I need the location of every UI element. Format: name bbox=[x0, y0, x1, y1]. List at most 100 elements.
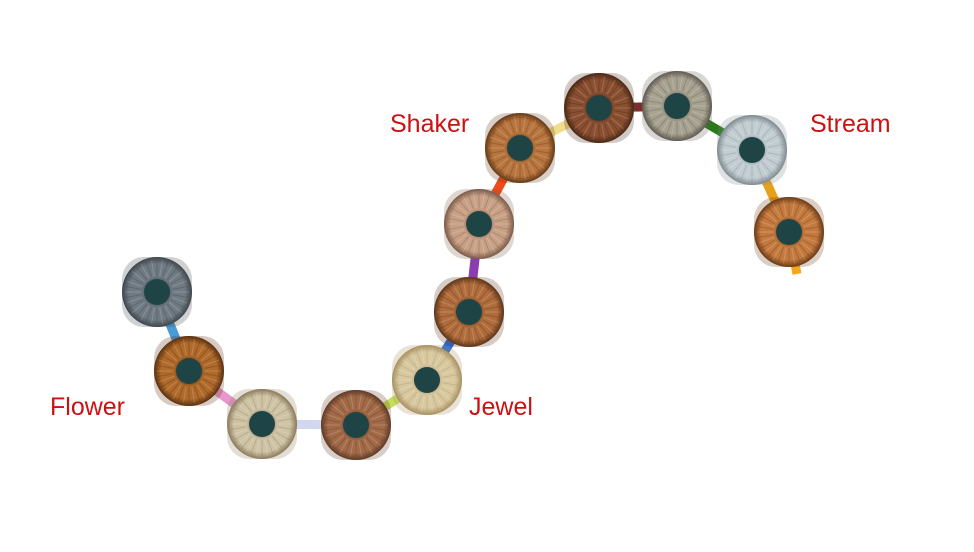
iris-8-fibre bbox=[527, 161, 537, 176]
iris-8-fibre bbox=[489, 136, 506, 143]
iris-7-fibre bbox=[467, 238, 474, 255]
iris-8-fibre bbox=[508, 117, 515, 134]
iris-2-pupil bbox=[176, 358, 202, 384]
iris-12-fibre bbox=[758, 237, 775, 244]
iris-5-fibre bbox=[420, 348, 425, 365]
iris-8-fibre bbox=[533, 155, 548, 165]
iris-12-fibre bbox=[758, 220, 775, 227]
iris-3-fibre bbox=[277, 417, 294, 422]
iris-6-fibre bbox=[437, 305, 454, 310]
iris-10-fibre bbox=[656, 81, 668, 95]
iris-4-fibre bbox=[370, 413, 387, 420]
iris-9-fibre bbox=[567, 101, 584, 106]
iris-12-fibre bbox=[791, 247, 796, 264]
iris-3-fibre bbox=[273, 433, 287, 445]
iris-3-fibre bbox=[230, 417, 247, 422]
iris-10-fibre bbox=[645, 99, 662, 104]
iris-2-fibre bbox=[161, 354, 176, 364]
iris-11-fibre bbox=[761, 125, 773, 139]
iris-4-pupil bbox=[343, 412, 369, 438]
iris-8-fibre bbox=[525, 117, 532, 134]
iris-4-fibre bbox=[371, 418, 388, 423]
iris-6-fibre bbox=[476, 284, 486, 299]
iris-2-fibre bbox=[172, 384, 182, 399]
label-jewel: Jewel bbox=[469, 393, 533, 421]
iris-5-fibre bbox=[432, 349, 439, 366]
iris-5-fibre bbox=[429, 395, 434, 412]
iris-9-fibre bbox=[568, 96, 585, 103]
iris-10 bbox=[642, 71, 712, 141]
iris-8-fibre bbox=[488, 141, 505, 146]
iris-11-fibre bbox=[727, 159, 741, 171]
iris-4-fibre bbox=[325, 413, 342, 420]
iris-12-fibre bbox=[764, 211, 778, 223]
iris-1-fibre bbox=[150, 307, 155, 324]
iris-7-fibre bbox=[486, 237, 496, 252]
iris-3-fibre bbox=[276, 429, 293, 436]
iris-3-fibre bbox=[245, 437, 255, 452]
iris-12-fibre bbox=[768, 243, 780, 257]
iris-8-fibre bbox=[529, 123, 541, 137]
iris-3-fibre bbox=[269, 437, 279, 452]
iris-8-fibre bbox=[527, 120, 537, 135]
label-stream: Stream bbox=[810, 110, 891, 138]
iris-9-fibre bbox=[614, 101, 631, 106]
iris-3-fibre bbox=[231, 429, 248, 436]
iris-4-fibre bbox=[335, 400, 347, 414]
iris-7-fibre bbox=[451, 207, 466, 217]
iris-8 bbox=[485, 113, 555, 183]
iris-9-fibre bbox=[608, 83, 620, 97]
iris-1-fibre bbox=[125, 285, 142, 290]
iris-12-fibre bbox=[803, 220, 820, 227]
iris-11-fibre bbox=[731, 125, 743, 139]
iris-1-fibre bbox=[150, 260, 155, 277]
iris-1-fibre bbox=[159, 307, 164, 324]
iris-7-fibre bbox=[462, 196, 472, 211]
iris-1-fibre bbox=[164, 264, 174, 279]
iris-7-fibre bbox=[484, 193, 491, 210]
iris-12-fibre bbox=[777, 201, 784, 218]
iris-7-fibre bbox=[488, 199, 500, 213]
iris-11-fibre bbox=[754, 165, 759, 182]
iris-8-fibre bbox=[534, 153, 551, 160]
iris-6-fibre bbox=[438, 300, 455, 307]
iris-6-fibre bbox=[438, 317, 455, 324]
iris-10-fibre bbox=[679, 74, 684, 91]
iris-1-fibre bbox=[170, 275, 185, 285]
iris-11-fibre bbox=[754, 118, 759, 135]
iris-8-fibre bbox=[488, 150, 505, 155]
iris-6-fibre bbox=[484, 305, 501, 310]
iris-10-fibre bbox=[679, 121, 684, 138]
iris-4-fibre bbox=[365, 400, 377, 414]
iris-12-fibre bbox=[804, 225, 821, 230]
iris-3-fibre bbox=[275, 431, 290, 441]
iris-9-pupil bbox=[586, 95, 612, 121]
iris-4-fibre bbox=[369, 432, 384, 442]
iris-10-fibre bbox=[692, 99, 709, 104]
iris-1-fibre bbox=[172, 294, 189, 299]
iris-6-fibre bbox=[480, 321, 494, 333]
iris-5-fibre bbox=[402, 359, 416, 371]
iris-1-fibre bbox=[132, 271, 146, 283]
iris-11-fibre bbox=[766, 155, 783, 162]
iris-7-fibre bbox=[490, 233, 504, 245]
iris-6-fibre bbox=[457, 326, 464, 343]
iris-9-fibre bbox=[592, 76, 597, 93]
iris-8-fibre bbox=[513, 116, 518, 133]
iris-11-fibre bbox=[767, 152, 784, 157]
iris-2-fibre bbox=[164, 350, 178, 362]
iris-3-fibre bbox=[273, 403, 287, 415]
iris-6-fibre bbox=[448, 287, 460, 301]
iris-3-fibre bbox=[255, 392, 260, 409]
iris-5-fibre bbox=[415, 349, 422, 366]
iris-9-fibre bbox=[601, 123, 606, 140]
iris-11-fibre bbox=[720, 152, 737, 157]
iris-3-fibre bbox=[237, 433, 251, 445]
iris-10-fibre bbox=[660, 78, 670, 93]
iris-12-fibre bbox=[782, 200, 787, 217]
iris-6-fibre bbox=[480, 291, 494, 303]
iris-7-fibre bbox=[458, 199, 470, 213]
iris-11-fibre bbox=[735, 163, 745, 178]
iris-10-fibre bbox=[645, 108, 662, 113]
iris-10-fibre bbox=[646, 111, 663, 118]
